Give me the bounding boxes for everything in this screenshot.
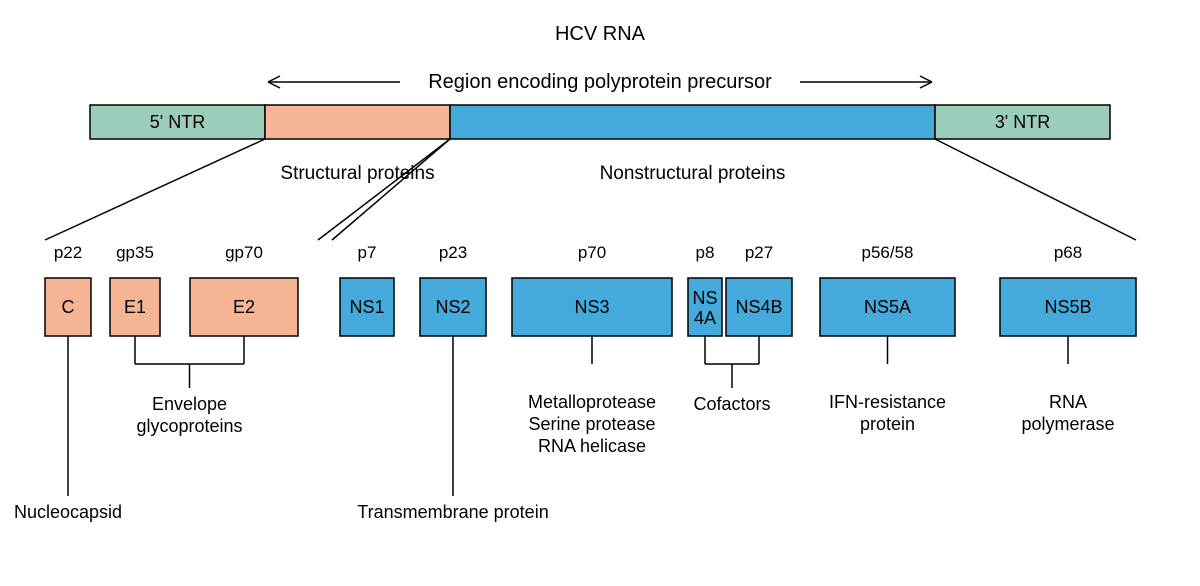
group-func-1-0: Cofactors [693, 394, 770, 414]
mw-label-ns4a: p8 [696, 243, 715, 262]
protein-label-ns4a-1: NS [692, 288, 717, 308]
hcv-rna-diagram: HCV RNA Region encoding polyprotein precu… [0, 0, 1200, 586]
subtitle-text: Region encoding polyprotein precursor [428, 71, 772, 93]
protein-label-c: C [62, 297, 75, 317]
mw-label-ns5b: p68 [1054, 243, 1082, 262]
protein-label-ns2: NS2 [435, 297, 470, 317]
protein-label-ns4a-2: 4A [694, 308, 716, 328]
protein-label-e1: E1 [124, 297, 146, 317]
func-ns3-0: Metalloprotease [528, 392, 656, 412]
protein-label-ns5a: NS5A [864, 297, 911, 317]
func-ns2-0: Transmembrane protein [357, 502, 548, 522]
func-ns3-2: RNA helicase [538, 436, 646, 456]
nonstructural-proteins-label: Nonstructural proteins [600, 163, 786, 184]
expand-line-left [45, 139, 265, 240]
genome-segment-nonstructural-seg [450, 105, 935, 139]
mw-label-ns3: p70 [578, 243, 606, 262]
group-func-0-1: glycoproteins [136, 416, 242, 436]
mw-label-e1: gp35 [116, 243, 154, 262]
protein-label-ns5b: NS5B [1044, 297, 1091, 317]
func-ns5a-1: protein [860, 414, 915, 434]
func-ns5b-0: RNA [1049, 392, 1087, 412]
mw-label-c: p22 [54, 243, 82, 262]
title-text: HCV RNA [555, 23, 646, 45]
genome-segment-label-five-prime-ntr: 5' NTR [150, 112, 205, 132]
func-ns5a-0: IFN-resistance [829, 392, 946, 412]
mw-label-ns1: p7 [358, 243, 377, 262]
genome-segment-structural-seg [265, 105, 450, 139]
protein-label-e2: E2 [233, 297, 255, 317]
expand-line-right [935, 139, 1136, 240]
protein-label-ns1: NS1 [349, 297, 384, 317]
protein-label-ns4b: NS4B [735, 297, 782, 317]
structural-proteins-label: Structural proteins [280, 163, 434, 184]
mw-label-ns4b: p27 [745, 243, 773, 262]
protein-label-ns3: NS3 [574, 297, 609, 317]
func-c-0: Nucleocapsid [14, 502, 122, 522]
group-func-0-0: Envelope [152, 394, 227, 414]
func-ns5b-1: polymerase [1021, 414, 1114, 434]
expand-line-mid-left [318, 139, 450, 240]
mw-label-ns5a: p56/58 [862, 243, 914, 262]
mw-label-ns2: p23 [439, 243, 467, 262]
mw-label-e2: gp70 [225, 243, 263, 262]
genome-segment-label-three-prime-ntr: 3' NTR [995, 112, 1050, 132]
func-ns3-1: Serine protease [528, 414, 655, 434]
expand-line-mid-right [332, 139, 450, 240]
